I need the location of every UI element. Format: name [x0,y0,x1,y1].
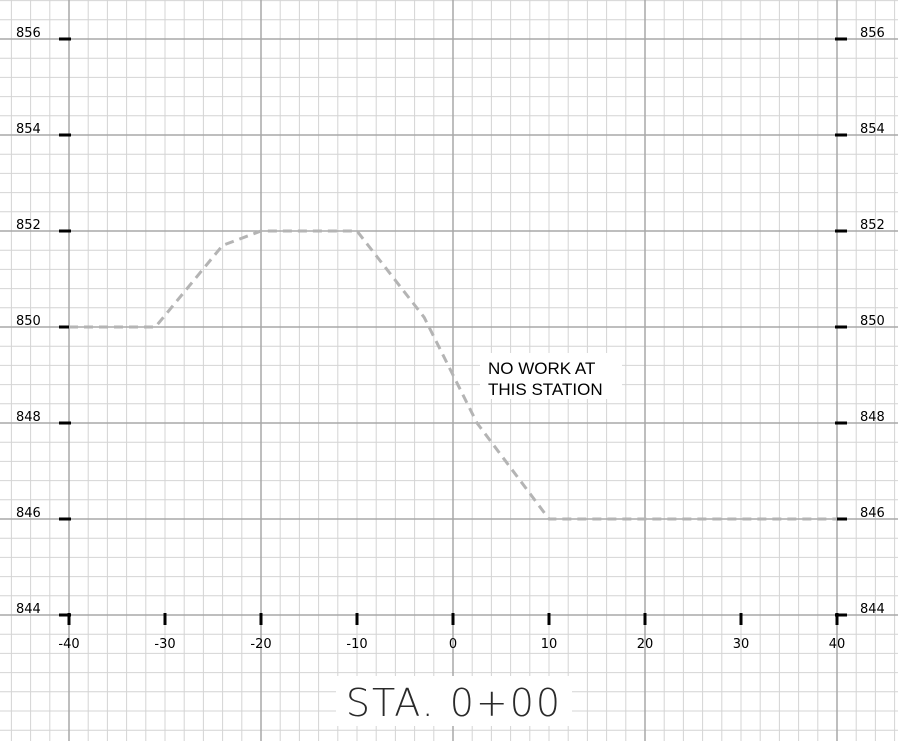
station-label-background [336,676,572,726]
x-tick-label: 40 [829,637,846,652]
annotation-line-2: THIS STATION [488,380,603,399]
x-tick-label: 30 [733,637,750,652]
profile-line [69,229,837,521]
x-tick-label: -30 [154,637,175,652]
y-tick-label-right: 848 [860,410,885,425]
x-tick-label: 20 [637,637,654,652]
x-tick-label: -20 [250,637,271,652]
annotation-box: NO WORK AT THIS STATION [480,353,622,399]
station-label-group: STA. 0+00 [336,676,572,726]
annotation-line-1: NO WORK AT [488,359,595,378]
y-tick-label-left: 854 [16,122,41,137]
y-tick-label-right: 854 [860,122,885,137]
x-tick-label: 0 [449,637,457,652]
x-tick-label: 10 [541,637,558,652]
y-tick-label-right: 856 [860,26,885,41]
y-tick-label-right: 846 [860,506,885,521]
y-tick-label-left: 848 [16,410,41,425]
y-tick-label-right: 844 [860,602,885,617]
x-tick-label: -40 [58,637,79,652]
y-tick-label-left: 856 [16,26,41,41]
station-title: STA. 0+00 [346,681,562,725]
x-tick-label: -10 [346,637,367,652]
y-tick-label-left: 852 [16,218,41,233]
y-tick-label-left: 850 [16,314,41,329]
y-tick-label-right: 850 [860,314,885,329]
y-tick-label-right: 852 [860,218,885,233]
axis-ticks [59,37,847,625]
y-tick-label-left: 846 [16,506,41,521]
annotation-background [480,353,622,399]
profile-series [69,229,837,521]
y-tick-label-left: 844 [16,602,41,617]
axis-tick-labels: 844 844 846 846 848 848 850 850 852 852 854 854 856 8… [16,26,885,652]
